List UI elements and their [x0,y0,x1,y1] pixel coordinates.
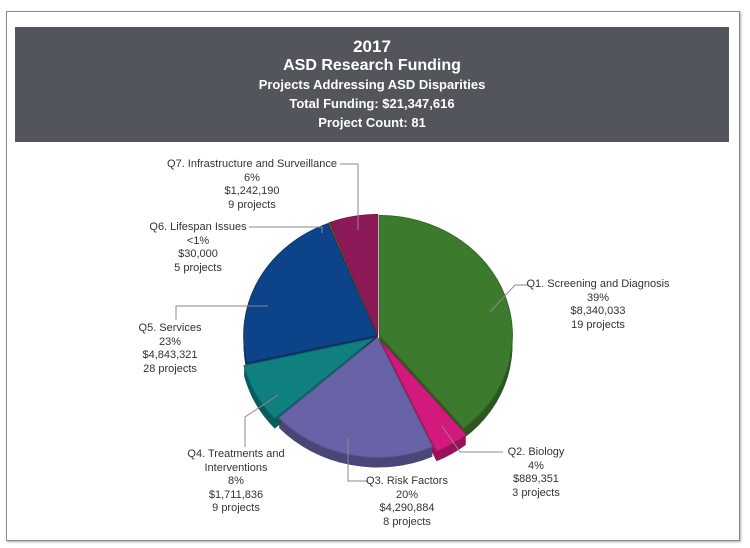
header-total-funding: Total Funding: $21,347,616 [289,96,455,111]
leader-line-q6 [249,226,323,233]
slice-q5 [243,222,378,364]
header-subtitle: Projects Addressing ASD Disparities [258,77,486,92]
slice-q4 [243,337,374,420]
leader-line-q1 [489,284,528,313]
leader-line-q7 [340,163,359,230]
label-q6: Q6. Lifespan Issues <1% $30,000 5 projects [149,221,247,274]
slice-q2 [381,341,467,452]
slice-q7 [329,214,379,335]
label-q7: Q7. Infrastructure and Surveillance 6% $1,… [167,158,337,211]
slice-q1 [378,214,513,429]
header-title: ASD Research Funding [283,57,461,74]
leader-line-q4 [244,394,279,447]
label-q2: Q2. Biology 4% $889,351 3 projects [507,446,565,499]
label-q5: Q5. Services 23% $4,843,321 28 projects [138,322,202,375]
leader-line-q3 [347,438,368,482]
label-q1: Q1. Screening and Diagnosis 39% $8,340,033… [526,278,670,331]
chart-header: 2017 ASD Research Funding Projects Addre… [15,27,729,142]
leader-line-q2 [441,425,503,453]
label-q4: Q4. Treatments and Interventions 8% $1,711,… [187,448,285,514]
chart-frame [6,11,740,541]
label-q3: Q3. Risk Factors 20% $4,290,884 8 projects [366,475,448,528]
header-year: 2017 [353,37,391,56]
slice-q3 [278,336,434,458]
leader-line-q5 [175,305,268,320]
header-project-count: Project Count: 81 [318,115,426,130]
